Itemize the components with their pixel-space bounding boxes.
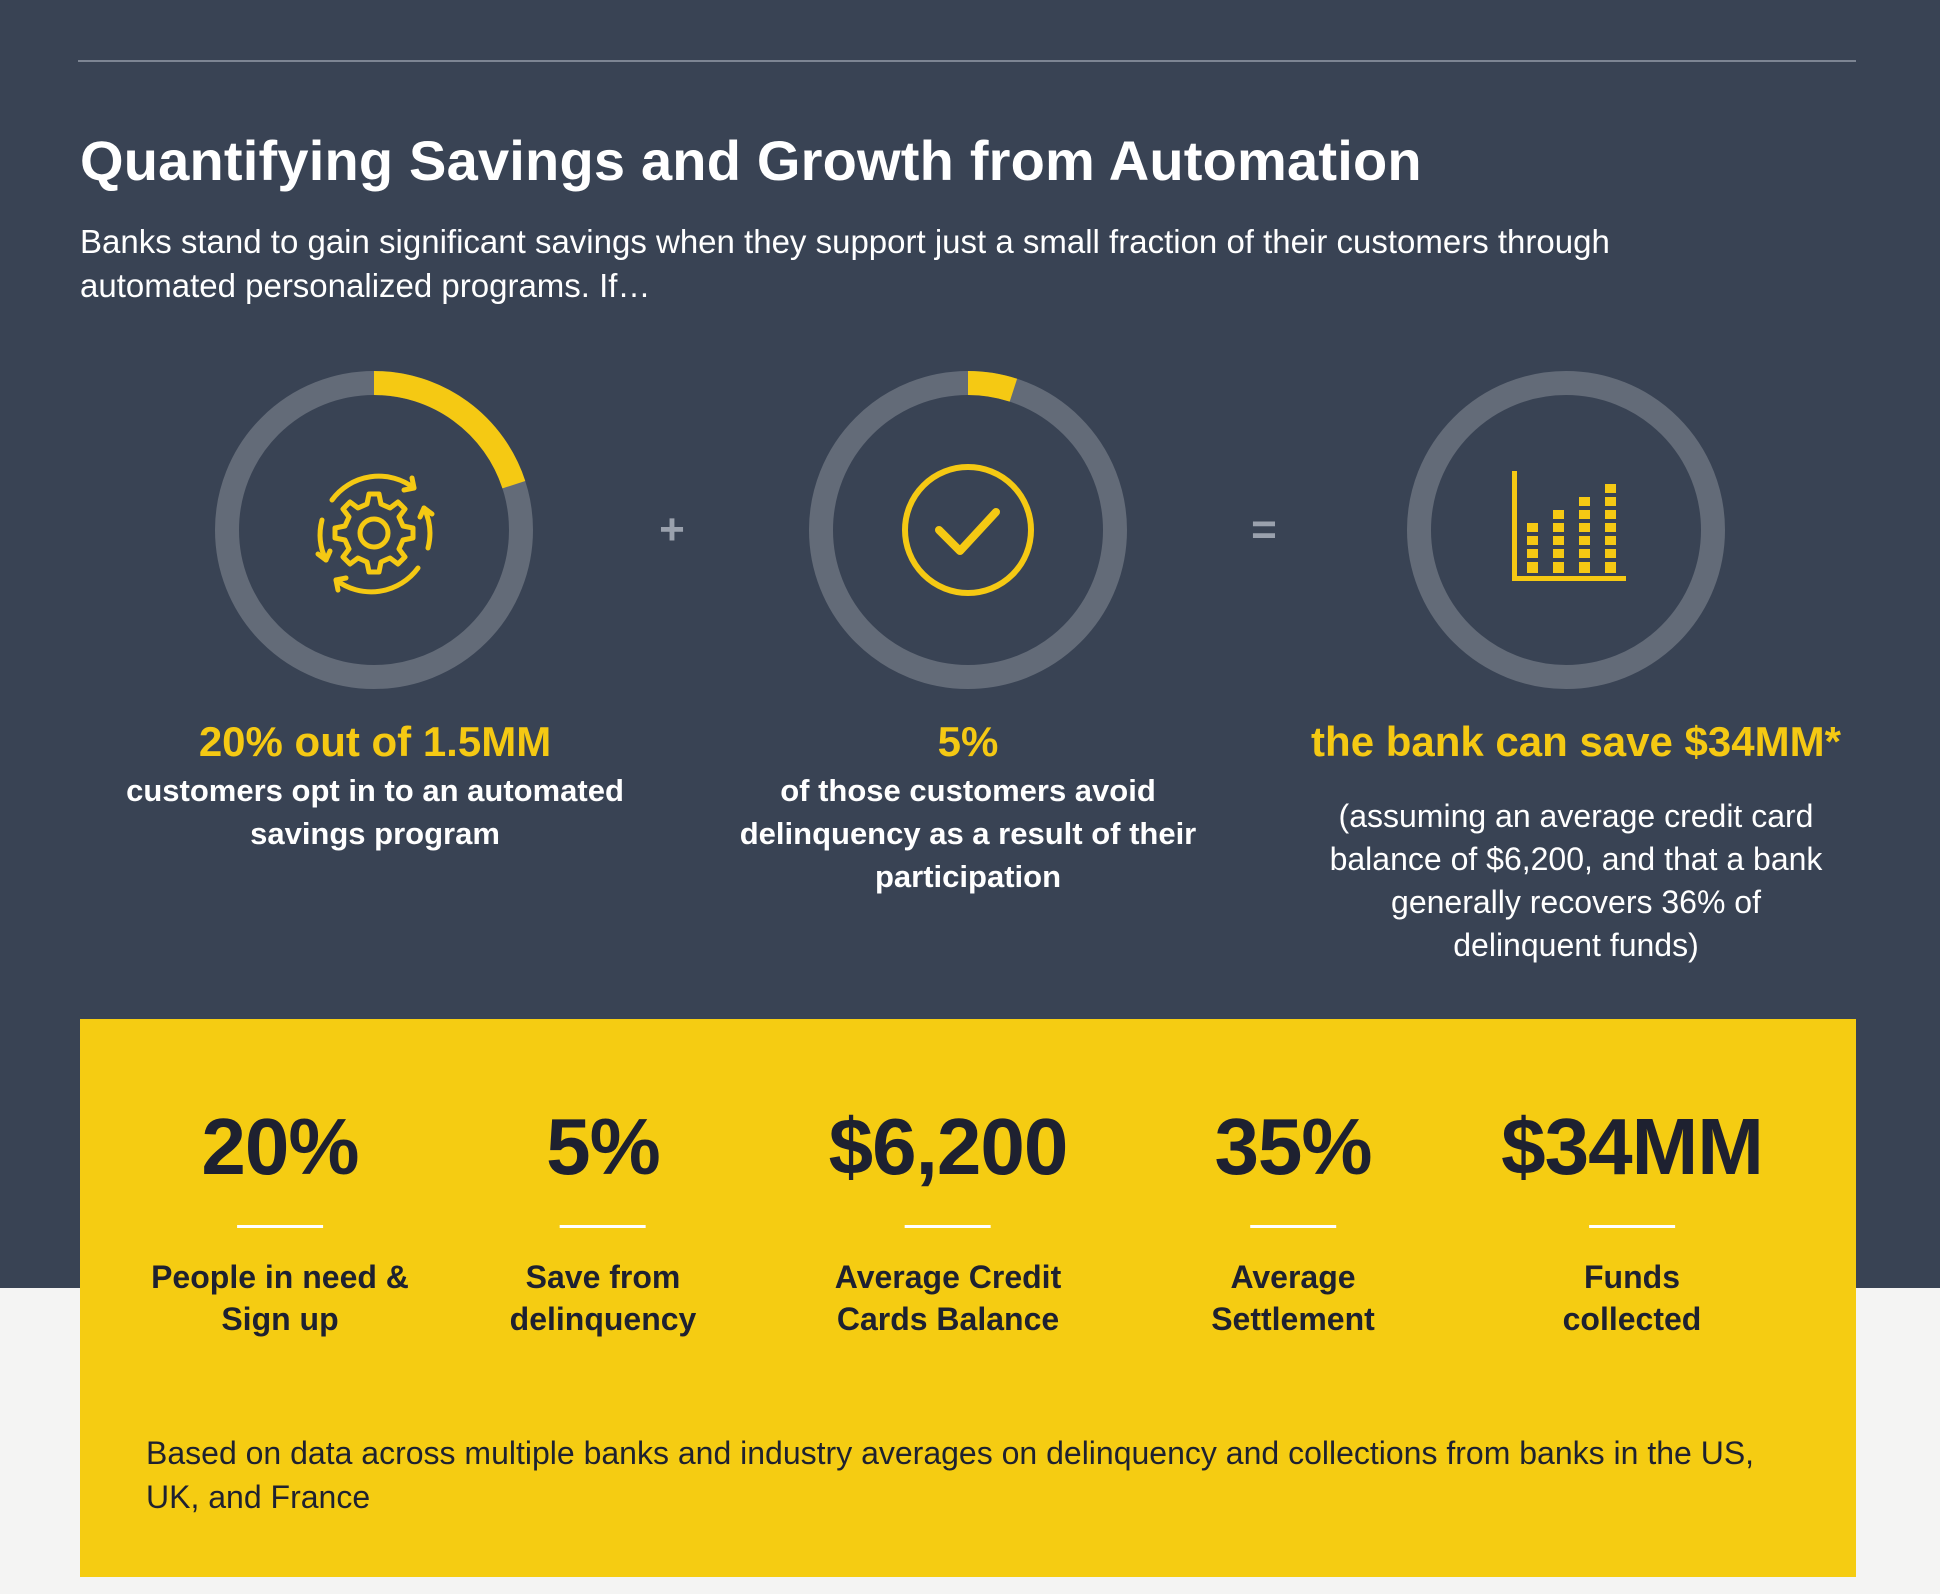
stat-balance: $6,200 Average Credit Cards Balance: [828, 1099, 1069, 1340]
ring-fill: [215, 371, 533, 689]
step-delinquency: 5% of those customers avoid delinquency …: [720, 717, 1216, 898]
stat-value: 5%: [546, 1102, 661, 1191]
progress-ring-delinquency: [808, 370, 1128, 690]
page-title: Quantifying Savings and Growth from Auto…: [80, 129, 1422, 192]
plus-operator: +: [659, 505, 685, 554]
stat-divider: [1588, 1225, 1675, 1228]
ring-track: [1407, 371, 1725, 689]
stat-divider: [905, 1225, 991, 1228]
stat-funds: $34MM Funds collected: [1501, 1099, 1764, 1340]
stat-value: $34MM: [1501, 1102, 1764, 1191]
check-circle-icon: [902, 464, 1034, 596]
stat-divider: [559, 1225, 646, 1228]
progress-ring-optin: [214, 370, 534, 690]
equals-operator: =: [1251, 505, 1277, 554]
gear-cycle-icon: [315, 473, 435, 595]
stat-label: Average Credit Cards Balance: [834, 1259, 1062, 1337]
step-headline: 5%: [937, 718, 999, 765]
step-headline: the bank can save $34MM*: [1311, 718, 1841, 765]
stat-value: $6,200: [828, 1102, 1069, 1191]
stat-label: Funds collected: [1562, 1259, 1702, 1337]
footnote: Based on data across multiple banks and …: [146, 1435, 1755, 1515]
stat-signup: 20% People in need & Sign up: [151, 1099, 409, 1340]
step-savings: the bank can save $34MM* (assuming an av…: [1280, 717, 1872, 967]
step-note: (assuming an average credit card balance…: [1329, 798, 1823, 963]
stat-settlement: 35% Average Settlement: [1211, 1099, 1375, 1340]
progress-ring-savings: [1406, 370, 1726, 690]
stat-label: Save from delinquency: [509, 1259, 697, 1337]
ring-track: [809, 371, 1127, 689]
step-optin: 20% out of 1.5MM customers opt in to an …: [92, 717, 658, 855]
stat-label: Average Settlement: [1211, 1259, 1375, 1337]
stat-save: 5% Save from delinquency: [510, 1099, 697, 1340]
bar-chart-icon: [1512, 471, 1626, 581]
ring-fill: [809, 371, 1127, 689]
step-text: customers opt in to an automated savings…: [126, 773, 624, 851]
stat-divider: [236, 1225, 323, 1228]
stat-label: People in need & Sign up: [151, 1259, 409, 1337]
step-headline: 20% out of 1.5MM: [198, 718, 552, 765]
intro-text: Banks stand to gain significant savings …: [80, 223, 1610, 304]
stat-value: 35%: [1214, 1102, 1372, 1191]
stats-panel: 20% People in need & Sign up 5% Save from…: [80, 1019, 1856, 1577]
stat-value: 20%: [201, 1102, 359, 1191]
stat-divider: [1250, 1225, 1336, 1228]
step-text: of those customers avoid delinquency as …: [739, 773, 1197, 894]
top-divider: [78, 60, 1856, 62]
